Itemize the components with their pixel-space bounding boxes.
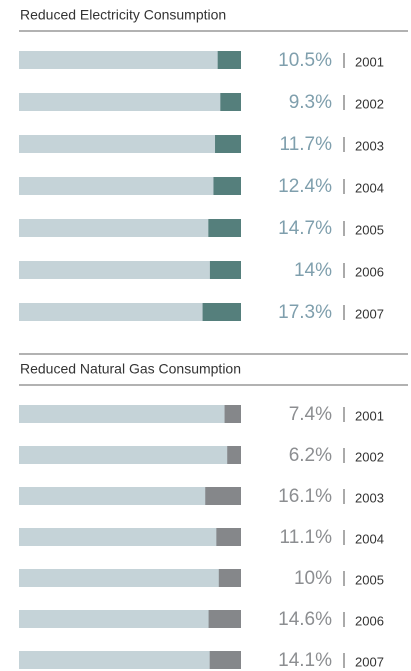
bar-track <box>19 651 241 669</box>
year-label: 2007 <box>355 306 384 321</box>
bar <box>217 51 241 69</box>
year-label: 2001 <box>355 54 384 69</box>
bar-track <box>19 177 241 195</box>
value-label: 11.7% <box>280 134 333 155</box>
year-label: 2004 <box>355 531 384 546</box>
bar <box>227 446 241 464</box>
bar-track <box>19 135 241 153</box>
bar-track <box>19 405 241 423</box>
value-label: 9.3% <box>289 92 332 113</box>
chart-title: Reduced Electricity Consumption <box>20 7 226 23</box>
year-label: 2004 <box>355 180 384 195</box>
value-label: 10.5% <box>278 50 332 71</box>
year-label: 2002 <box>355 96 384 111</box>
value-label: 10% <box>294 568 332 589</box>
bar <box>215 135 241 153</box>
bar-track <box>19 261 241 279</box>
bar-track <box>19 303 241 321</box>
bar-track <box>19 528 241 546</box>
bar-track <box>19 446 241 464</box>
bar <box>209 261 241 279</box>
value-label: 12.4% <box>278 176 332 197</box>
bar <box>220 93 241 111</box>
value-label: 6.2% <box>289 445 332 466</box>
value-label: 11.1% <box>280 527 333 548</box>
bar <box>202 303 241 321</box>
bar <box>224 405 241 423</box>
bar <box>209 651 241 669</box>
bar-track <box>19 487 241 505</box>
year-label: 2006 <box>355 613 384 628</box>
value-label: 14.7% <box>278 218 332 239</box>
bar <box>213 177 241 195</box>
value-label: 14.1% <box>278 650 332 671</box>
chart-title: Reduced Natural Gas Consumption <box>20 361 241 377</box>
value-label: 7.4% <box>289 404 332 425</box>
bar-track <box>19 93 241 111</box>
year-label: 2001 <box>355 408 384 423</box>
value-label: 14.6% <box>278 609 332 630</box>
bar <box>216 528 241 546</box>
year-label: 2002 <box>355 449 384 464</box>
year-label: 2006 <box>355 264 384 279</box>
bar <box>208 610 241 628</box>
year-label: 2007 <box>355 654 384 669</box>
year-label: 2005 <box>355 572 384 587</box>
year-label: 2005 <box>355 222 384 237</box>
bar <box>208 219 241 237</box>
value-label: 17.3% <box>278 302 332 323</box>
bar <box>205 487 241 505</box>
value-label: 16.1% <box>278 486 332 507</box>
bar-track <box>19 610 241 628</box>
value-label: 14% <box>294 260 332 281</box>
bar-track <box>19 51 241 69</box>
bar <box>218 569 241 587</box>
bar-track <box>19 219 241 237</box>
year-label: 2003 <box>355 138 384 153</box>
bar-track <box>19 569 241 587</box>
year-label: 2003 <box>355 490 384 505</box>
